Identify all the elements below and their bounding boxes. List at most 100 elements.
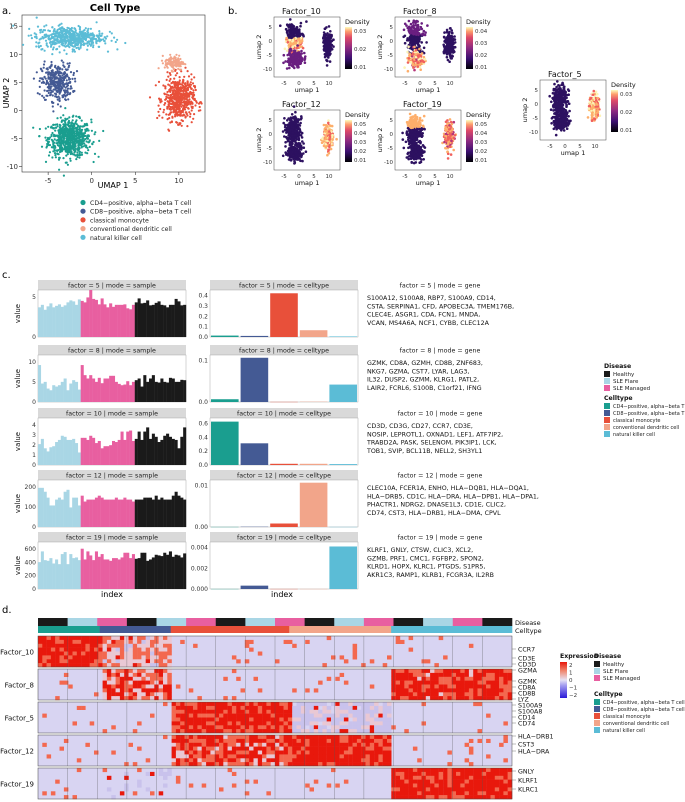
density-point bbox=[566, 88, 570, 91]
density-colorbar-tick: 0.01 bbox=[354, 158, 366, 164]
umap-point bbox=[62, 39, 65, 42]
umap-point bbox=[73, 27, 76, 30]
density-point bbox=[558, 84, 561, 88]
umap-point bbox=[165, 78, 168, 81]
density-point bbox=[408, 29, 411, 33]
density-point bbox=[443, 49, 446, 52]
density-xtick-label: 10 bbox=[326, 174, 333, 180]
umap-point bbox=[50, 37, 54, 40]
density-point bbox=[282, 53, 286, 57]
umap-point bbox=[66, 139, 69, 142]
umap-point bbox=[41, 30, 44, 33]
density-point bbox=[553, 102, 556, 106]
density-point bbox=[291, 38, 295, 42]
umap-point bbox=[82, 37, 85, 40]
umap-point bbox=[45, 146, 48, 149]
umap-point bbox=[58, 99, 61, 103]
umap-point bbox=[64, 42, 67, 45]
umap-point bbox=[78, 150, 81, 153]
umap-point bbox=[100, 39, 103, 42]
panel-b-label: b. bbox=[228, 6, 238, 17]
umap-point bbox=[176, 89, 179, 92]
umap-point bbox=[184, 116, 187, 119]
umap-point bbox=[67, 119, 71, 123]
umap-point bbox=[69, 71, 73, 74]
umap-point bbox=[30, 34, 33, 37]
density-colorbar-tick: 0.04 bbox=[475, 29, 488, 35]
umap-point bbox=[55, 93, 58, 96]
density-ytick-label: -10 bbox=[384, 67, 393, 73]
density-ylabel: umap 2 bbox=[255, 128, 263, 153]
density-plot-title: Factor_8 bbox=[403, 7, 437, 16]
density-point bbox=[325, 59, 329, 62]
umap-point bbox=[78, 156, 81, 159]
umap-point bbox=[51, 90, 54, 93]
density-point bbox=[283, 117, 286, 120]
umap-point bbox=[54, 41, 57, 44]
umap-point bbox=[78, 140, 81, 143]
density-point bbox=[418, 47, 421, 51]
umap-point bbox=[177, 86, 180, 89]
umap-point bbox=[56, 77, 59, 80]
density-point bbox=[289, 33, 292, 37]
umap-point bbox=[76, 44, 79, 47]
umap-point bbox=[70, 124, 73, 127]
density-point bbox=[598, 114, 602, 117]
umap-point bbox=[170, 106, 173, 109]
density-point bbox=[453, 45, 457, 49]
umap-point bbox=[44, 39, 48, 42]
umap-point bbox=[38, 135, 41, 138]
umap-ytick-label: 0 bbox=[14, 107, 18, 115]
umap-point bbox=[90, 129, 93, 132]
umap-point bbox=[56, 103, 60, 106]
density-point bbox=[281, 154, 285, 158]
umap-cluster bbox=[148, 66, 203, 132]
density-point bbox=[288, 36, 292, 39]
umap-point bbox=[71, 145, 74, 148]
density-point bbox=[284, 60, 287, 63]
umap-point bbox=[98, 139, 101, 142]
density-point bbox=[406, 69, 410, 73]
density-point bbox=[446, 44, 449, 47]
umap-point bbox=[114, 40, 117, 44]
umap-point bbox=[190, 121, 193, 124]
umap-point bbox=[57, 24, 60, 27]
density-point bbox=[291, 57, 295, 60]
umap-point bbox=[178, 104, 181, 107]
umap-point bbox=[56, 98, 59, 101]
umap-point bbox=[85, 140, 88, 143]
umap-point bbox=[162, 84, 165, 87]
umap-point bbox=[65, 94, 68, 97]
panel-a-frame bbox=[21, 14, 206, 173]
umap-point bbox=[69, 147, 72, 151]
density-point bbox=[335, 137, 338, 141]
umap-point bbox=[198, 105, 201, 109]
density-point bbox=[299, 62, 302, 65]
umap-point bbox=[48, 144, 52, 147]
umap-point bbox=[64, 117, 67, 120]
umap-point bbox=[36, 25, 40, 28]
umap-point bbox=[56, 135, 60, 138]
density-point bbox=[288, 30, 291, 33]
umap-point bbox=[178, 123, 181, 126]
umap-point bbox=[38, 41, 41, 44]
umap-point bbox=[175, 102, 178, 105]
panel-a-legend: CD4−positive, alpha−beta T cellCD8−posit… bbox=[80, 199, 191, 242]
density-legend-title: Density bbox=[345, 18, 370, 26]
umap-point bbox=[92, 35, 95, 39]
umap-point bbox=[187, 75, 191, 78]
umap-point bbox=[59, 78, 62, 81]
density-point bbox=[282, 61, 285, 65]
umap-point bbox=[166, 107, 169, 110]
umap-point bbox=[193, 113, 196, 116]
density-point bbox=[294, 151, 297, 154]
density-point bbox=[402, 35, 406, 39]
umap-point bbox=[54, 85, 57, 88]
umap-point bbox=[178, 83, 182, 86]
umap-point bbox=[60, 43, 63, 46]
umap-point bbox=[46, 68, 49, 71]
umap-point bbox=[30, 37, 33, 40]
umap-point bbox=[98, 32, 101, 35]
